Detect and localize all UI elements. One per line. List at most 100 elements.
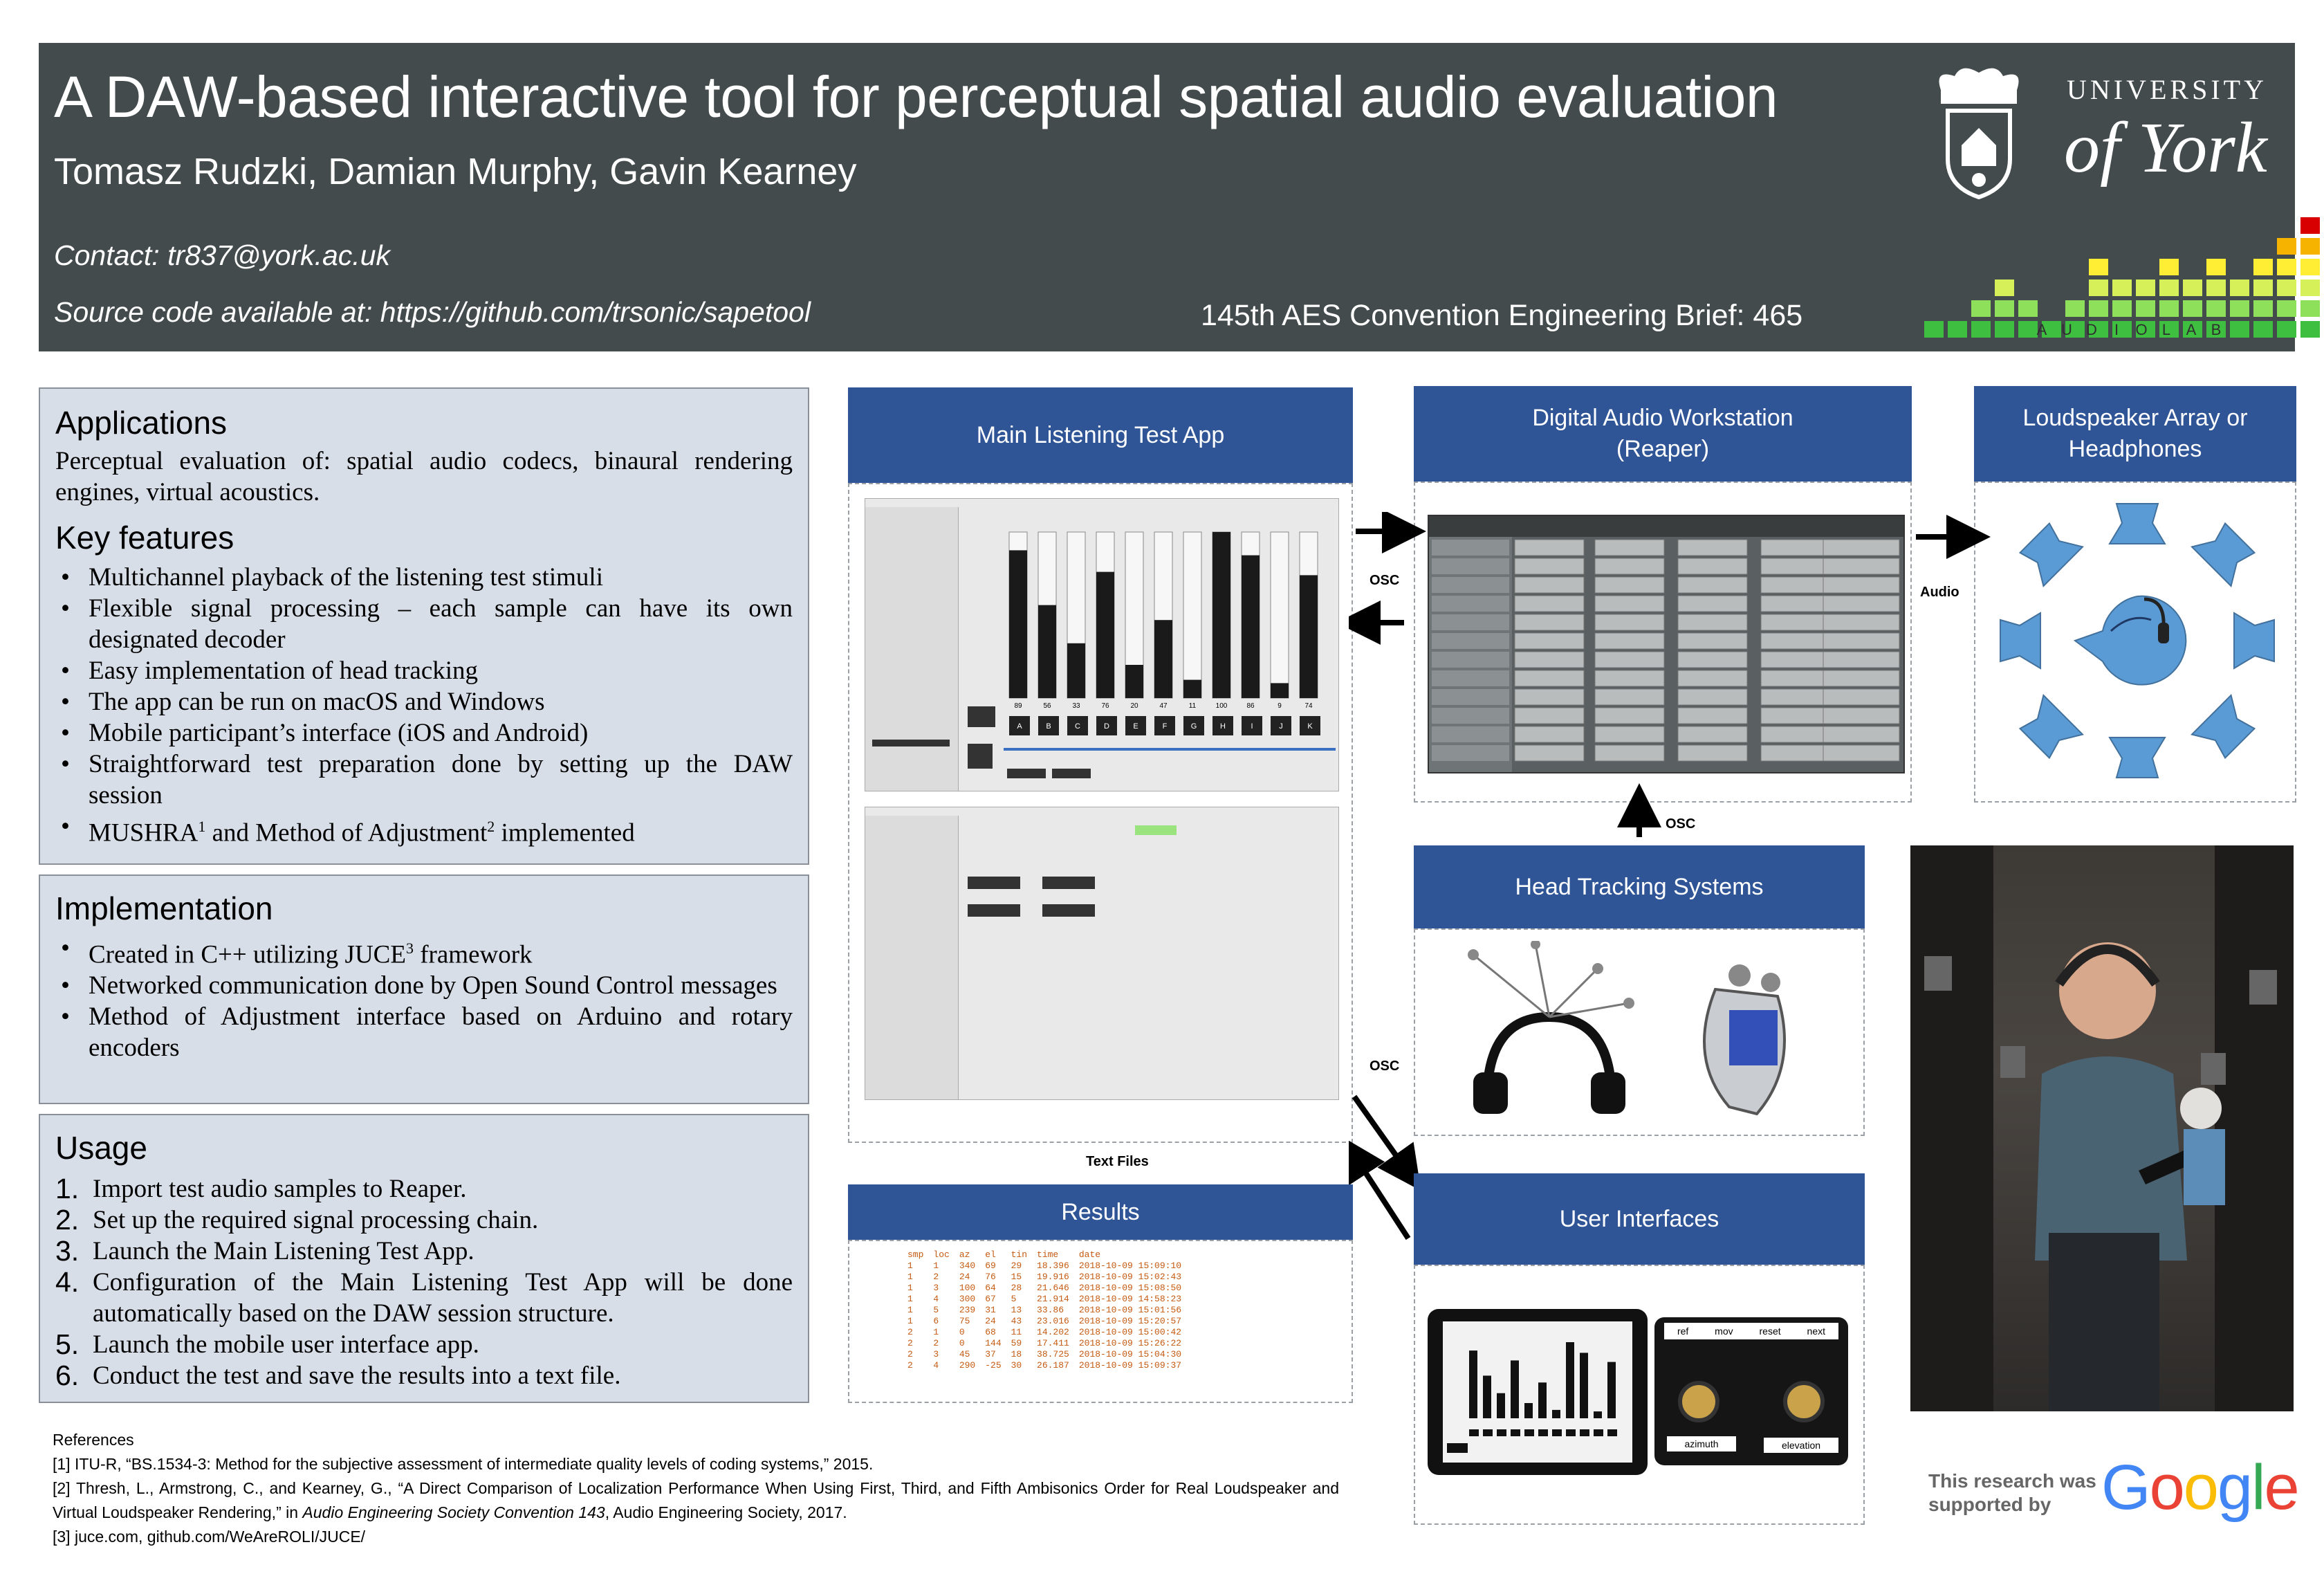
mushra-bar[interactable] <box>1154 620 1172 698</box>
audio-item[interactable] <box>1594 539 1665 556</box>
audio-item[interactable] <box>1823 670 1900 687</box>
audio-item[interactable] <box>1677 726 1748 743</box>
audio-item[interactable] <box>1514 558 1585 575</box>
mushra-bar[interactable] <box>1038 605 1056 698</box>
audio-item[interactable] <box>1823 651 1900 668</box>
tablet-sample-button[interactable] <box>1524 1429 1534 1436</box>
mushra-sample-button[interactable] <box>1300 716 1320 735</box>
audio-item[interactable] <box>1823 595 1900 612</box>
tablet-sample-button[interactable] <box>1511 1429 1520 1436</box>
audio-item[interactable] <box>1514 595 1585 612</box>
next-button-label[interactable]: next <box>1807 1326 1825 1337</box>
tablet-bar[interactable] <box>1497 1393 1505 1418</box>
audio-item[interactable] <box>1594 632 1665 650</box>
mushra-sample-button[interactable] <box>1067 716 1088 735</box>
tablet-sample-button[interactable] <box>1469 1429 1479 1436</box>
audio-item[interactable] <box>1677 670 1748 687</box>
mushra-sample-button[interactable] <box>1212 716 1233 735</box>
audio-item[interactable] <box>1677 539 1748 556</box>
mushra-bar[interactable] <box>1009 550 1027 698</box>
audio-item[interactable] <box>1677 576 1748 594</box>
tablet-bar[interactable] <box>1538 1382 1547 1418</box>
audio-item[interactable] <box>1823 632 1900 650</box>
elevation-knob[interactable] <box>1783 1381 1825 1422</box>
mushra-bar[interactable] <box>1183 679 1201 698</box>
track-header[interactable] <box>1432 708 1509 724</box>
track-header[interactable] <box>1432 652 1509 668</box>
mushra-sample-button[interactable] <box>1038 716 1059 735</box>
tablet-sample-button[interactable] <box>1594 1429 1603 1436</box>
next-trial-button[interactable] <box>1042 904 1095 917</box>
audio-item[interactable] <box>1594 726 1665 743</box>
mushra-sample-button[interactable] <box>1154 716 1175 735</box>
tablet-sample-button[interactable] <box>1552 1429 1562 1436</box>
connect-button[interactable] <box>1135 825 1177 835</box>
mov-button-label[interactable]: mov <box>1715 1326 1733 1337</box>
audio-item[interactable] <box>1823 744 1900 762</box>
track-header[interactable] <box>1432 726 1509 742</box>
progress-slider[interactable] <box>1004 748 1336 751</box>
audio-item[interactable] <box>1594 595 1665 612</box>
audio-item[interactable] <box>1594 651 1665 668</box>
audio-item[interactable] <box>1514 726 1585 743</box>
audio-item[interactable] <box>1823 614 1900 631</box>
mushra-sample-button[interactable] <box>1096 716 1117 735</box>
previous-trial-button[interactable] <box>968 904 1020 917</box>
audio-item[interactable] <box>1677 707 1748 724</box>
audio-item[interactable] <box>1594 688 1665 706</box>
audio-item[interactable] <box>1594 558 1665 575</box>
stop-button[interactable] <box>968 744 993 769</box>
audio-item[interactable] <box>1514 744 1585 762</box>
mushra-bar[interactable] <box>1096 571 1114 698</box>
mushra-bar[interactable] <box>1125 665 1143 698</box>
tablet-sample-button[interactable] <box>1483 1429 1493 1436</box>
tablet-bar[interactable] <box>1511 1360 1519 1418</box>
mushra-bar[interactable] <box>1067 643 1085 698</box>
mushra-slider-track[interactable] <box>1183 531 1202 699</box>
mushra-slider-track[interactable] <box>1270 531 1289 699</box>
azimuth-knob[interactable] <box>1678 1381 1719 1422</box>
tablet-sample-button[interactable] <box>1566 1429 1576 1436</box>
tablet-stop-button[interactable] <box>1447 1443 1468 1453</box>
source-code-link[interactable]: Source code available at: https://github… <box>54 296 811 328</box>
mushra-sample-button[interactable] <box>1009 716 1030 735</box>
track-header[interactable] <box>1432 689 1509 705</box>
track-header[interactable] <box>1432 558 1509 574</box>
audio-item[interactable] <box>1514 688 1585 706</box>
track-header[interactable] <box>1432 745 1509 761</box>
audio-item[interactable] <box>1677 614 1748 631</box>
audio-item[interactable] <box>1823 576 1900 594</box>
mushra-bar[interactable] <box>1300 575 1318 698</box>
track-header[interactable] <box>1432 596 1509 612</box>
audio-item[interactable] <box>1823 539 1900 556</box>
mushra-bar[interactable] <box>1242 555 1260 698</box>
audio-item[interactable] <box>1514 651 1585 668</box>
previous-trial-button[interactable] <box>1007 769 1046 778</box>
tablet-sample-button[interactable] <box>1497 1429 1506 1436</box>
play-pointer-button[interactable] <box>1042 877 1095 889</box>
audio-item[interactable] <box>1677 632 1748 650</box>
audio-item[interactable] <box>1514 576 1585 594</box>
audio-item[interactable] <box>1594 614 1665 631</box>
audio-item[interactable] <box>1677 595 1748 612</box>
audio-item[interactable] <box>1514 539 1585 556</box>
track-header[interactable] <box>1432 540 1509 556</box>
tablet-sample-button[interactable] <box>1607 1429 1617 1436</box>
start-mobile-button[interactable] <box>872 740 950 746</box>
reference-button[interactable] <box>968 706 995 727</box>
audio-item[interactable] <box>1514 632 1585 650</box>
track-header[interactable] <box>1432 633 1509 649</box>
audio-item[interactable] <box>1677 744 1748 762</box>
tablet-bar[interactable] <box>1524 1403 1533 1418</box>
audio-item[interactable] <box>1594 744 1665 762</box>
track-header[interactable] <box>1432 670 1509 686</box>
next-trial-button[interactable] <box>1052 769 1091 778</box>
audio-item[interactable] <box>1823 707 1900 724</box>
audio-item[interactable] <box>1514 670 1585 687</box>
tablet-bar[interactable] <box>1566 1342 1574 1418</box>
audio-item[interactable] <box>1514 707 1585 724</box>
audio-item[interactable] <box>1823 558 1900 575</box>
mushra-sample-button[interactable] <box>1242 716 1262 735</box>
audio-item[interactable] <box>1514 614 1585 631</box>
audio-item[interactable] <box>1823 726 1900 743</box>
